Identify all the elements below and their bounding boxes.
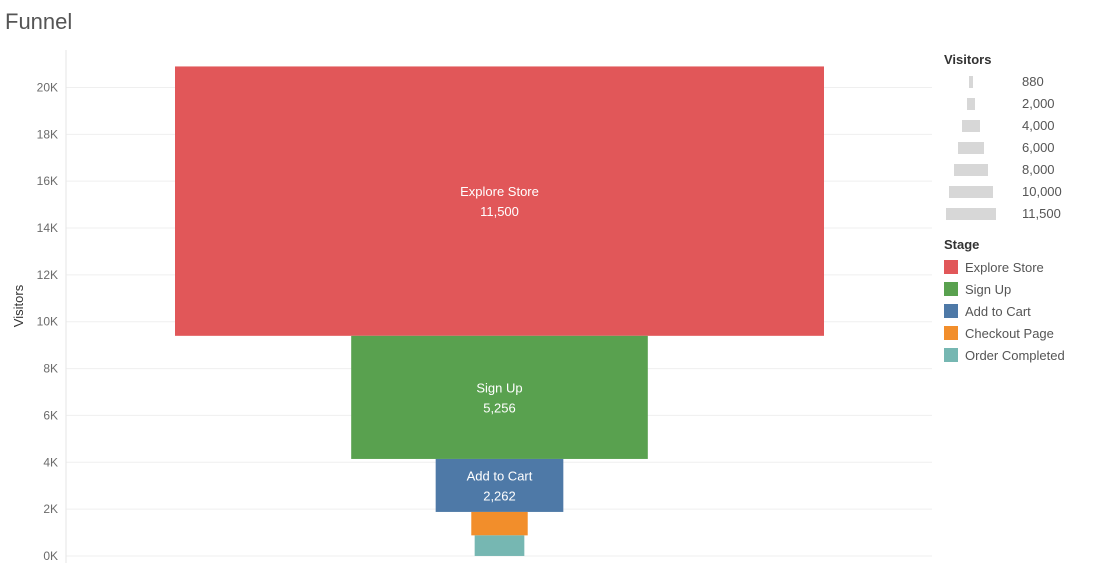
stage-legend-item[interactable]: Add to Cart	[944, 300, 1065, 322]
visitors-legend-item: 8,000	[944, 159, 1084, 181]
visitors-legend-label: 8,000	[1022, 162, 1055, 177]
y-tick-label: 18K	[37, 127, 58, 141]
y-tick-label: 10K	[37, 315, 58, 329]
stage-color-swatch	[944, 326, 958, 340]
stage-legend-item[interactable]: Sign Up	[944, 278, 1065, 300]
bar-category-label: Sign Up	[476, 380, 522, 395]
y-tick-label: 0K	[43, 549, 58, 563]
visitors-legend-label: 2,000	[1022, 96, 1055, 111]
stage-color-swatch	[944, 348, 958, 362]
bar-value-label: 5,256	[483, 400, 516, 415]
visitors-legend-item: 4,000	[944, 115, 1084, 137]
chart-title: Funnel	[5, 9, 73, 34]
y-tick-label: 14K	[37, 221, 58, 235]
funnel-chart: 0K 2K 4K 6K 8K 10K 12K 14K 16K 18K 20K Explore Sto…	[11, 50, 932, 563]
funnel-bars: Explore Store 11,500 Sign Up 5,256 Add to Ca…	[175, 66, 824, 556]
visitors-size-mark	[966, 98, 976, 110]
bar-category-label: Explore Store	[460, 184, 539, 199]
visitors-legend-label: 11,500	[1022, 206, 1061, 221]
stage-legend-entries: Explore Store Sign Up Add to Cart Checkout …	[944, 256, 1065, 366]
stage-legend-label: Add to Cart	[965, 303, 1031, 319]
y-tick-label: 6K	[43, 408, 58, 422]
y-tick-label: 2K	[43, 502, 58, 516]
y-tick-label: 12K	[37, 268, 58, 282]
stage-color-legend: Stage Explore Store Sign Up Add to Cart Che…	[944, 237, 1065, 366]
funnel-bar-add-to-cart[interactable]	[435, 458, 564, 512]
funnel-bar-order-completed[interactable]	[474, 535, 525, 556]
stage-legend-title: Stage	[944, 237, 980, 252]
visitors-legend-entries: 880 2,000 4,000 6,000 8,000 10,000 11,500	[944, 71, 1084, 225]
y-tick-label: 4K	[43, 455, 58, 469]
stage-color-swatch	[944, 304, 958, 318]
visitors-size-mark	[969, 76, 973, 88]
stage-legend-label: Explore Store	[965, 259, 1044, 275]
visitors-legend-label: 880	[1022, 74, 1044, 89]
visitors-legend-item: 6,000	[944, 137, 1084, 159]
y-axis-title: Visitors	[11, 284, 26, 327]
bar-category-label: Add to Cart	[467, 468, 533, 483]
visitors-legend-label: 4,000	[1022, 118, 1055, 133]
stage-legend-label: Checkout Page	[965, 325, 1054, 341]
visitors-size-mark	[957, 142, 985, 154]
visitors-legend-label: 6,000	[1022, 140, 1055, 155]
stage-legend-item[interactable]: Order Completed	[944, 344, 1065, 366]
y-tick-label: 8K	[43, 362, 58, 376]
stage-legend-item[interactable]: Checkout Page	[944, 322, 1065, 344]
visitors-size-legend: Visitors 880 2,000 4,000 6,000 8,000 10,000 11…	[944, 52, 1084, 225]
visitors-legend-item: 2,000	[944, 93, 1084, 115]
visitors-size-mark	[949, 186, 993, 198]
visitors-legend-label: 10,000	[1022, 184, 1062, 199]
y-axis: 0K 2K 4K 6K 8K 10K 12K 14K 16K 18K 20K	[37, 50, 67, 563]
visitors-legend-item: 11,500	[944, 203, 1084, 225]
stage-legend-label: Order Completed	[965, 347, 1065, 363]
funnel-bar-sign-up[interactable]	[351, 335, 648, 459]
visitors-legend-item: 10,000	[944, 181, 1084, 203]
visitors-legend-item: 880	[944, 71, 1084, 93]
visitors-size-mark	[946, 208, 996, 220]
funnel-bar-checkout-page[interactable]	[471, 511, 528, 536]
stage-legend-label: Sign Up	[965, 281, 1012, 297]
bar-value-label: 11,500	[480, 204, 519, 219]
y-tick-label: 16K	[37, 174, 58, 188]
funnel-bar-explore-store[interactable]	[175, 66, 824, 336]
visitors-size-mark	[962, 120, 980, 132]
visitors-legend-title: Visitors	[944, 52, 992, 67]
bar-value-label: 2,262	[483, 488, 516, 503]
stage-legend-item[interactable]: Explore Store	[944, 256, 1065, 278]
stage-color-swatch	[944, 260, 958, 274]
stage-color-swatch	[944, 282, 958, 296]
visitors-size-mark	[953, 164, 989, 176]
y-tick-label: 20K	[37, 80, 58, 94]
